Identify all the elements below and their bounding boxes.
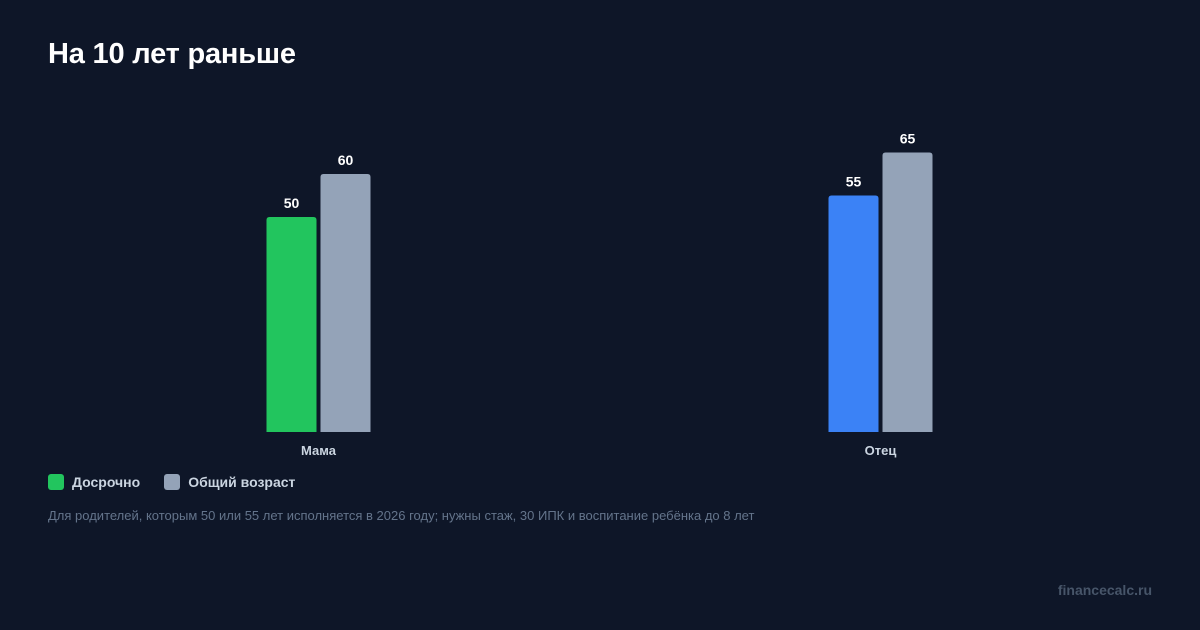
legend-label-general-age: Общий возраст: [188, 474, 296, 490]
site-brand: financecalc.ru: [1057, 582, 1152, 598]
legend-item-general-age: Общий возраст: [164, 474, 295, 490]
legend: Досрочно Общий возраст: [48, 474, 319, 490]
bar-early-0: [266, 217, 317, 432]
bar-general-age-1: [882, 152, 933, 432]
data-label-early-0: 50: [284, 195, 300, 211]
footnote: Для родителей, которым 50 или 55 лет исп…: [48, 508, 755, 523]
bar-general-age-0: [320, 174, 371, 432]
legend-label-early: Досрочно: [72, 474, 141, 490]
legend-swatch-general-age: [164, 474, 181, 490]
data-label-general-age-0: 60: [338, 152, 354, 168]
chart-title: На 10 лет раньше: [48, 38, 296, 70]
bar-early-1: [828, 195, 879, 432]
data-label-early-1: 55: [846, 174, 862, 190]
category-label-1: Отец: [865, 443, 897, 458]
category-label-0: Мама: [301, 443, 337, 458]
bar-chart: 50 60 Мама 55 65 Отец: [266, 131, 933, 458]
data-label-general-age-1: 65: [900, 131, 916, 147]
legend-item-early: Досрочно: [48, 474, 140, 490]
legend-swatch-early: [48, 474, 64, 490]
